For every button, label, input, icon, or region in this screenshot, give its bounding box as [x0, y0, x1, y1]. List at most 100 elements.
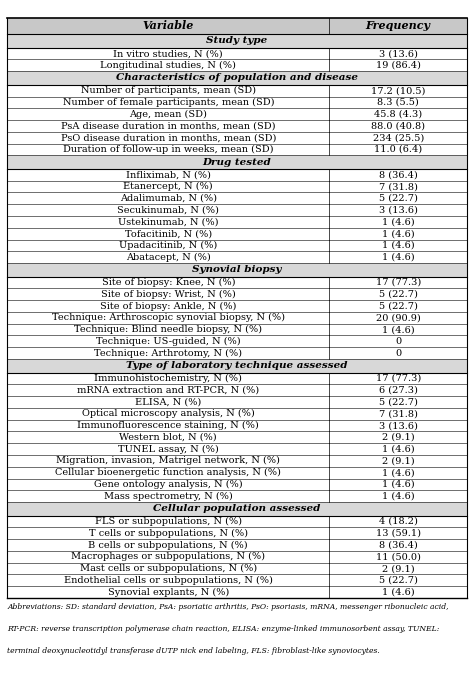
Bar [329, 490, 467, 502]
Text: Technique: Arthrotomy, N (%): Technique: Arthrotomy, N (%) [94, 348, 242, 358]
Bar [329, 372, 467, 384]
Text: 3 (13.6): 3 (13.6) [379, 421, 418, 430]
Text: Upadacitinib, N (%): Upadacitinib, N (%) [119, 241, 218, 250]
Text: 1 (4.6): 1 (4.6) [382, 468, 414, 477]
Text: Study type: Study type [206, 37, 268, 45]
Text: Tofacitinib, N (%): Tofacitinib, N (%) [125, 229, 212, 238]
Text: Mast cells or subpopulations, N (%): Mast cells or subpopulations, N (%) [80, 564, 257, 573]
Text: RT-PCR: reverse transcription polymerase chain reaction, ELISA: enzyme-linked im: RT-PCR: reverse transcription polymerase… [7, 625, 439, 633]
Bar [329, 155, 467, 169]
Bar [7, 204, 329, 216]
Bar [329, 323, 467, 336]
Bar [329, 574, 467, 586]
Bar [7, 263, 329, 277]
Bar [7, 479, 329, 490]
Text: 17 (77.3): 17 (77.3) [375, 374, 421, 383]
Text: 5 (22.7): 5 (22.7) [379, 290, 418, 299]
Text: 1 (4.6): 1 (4.6) [382, 445, 414, 454]
Text: FLS or subpopulations, N (%): FLS or subpopulations, N (%) [95, 517, 242, 526]
Text: 6 (27.3): 6 (27.3) [379, 386, 418, 395]
Text: 88.0 (40.8): 88.0 (40.8) [371, 121, 425, 130]
Bar [7, 120, 329, 132]
Bar [7, 169, 329, 180]
Text: Immunofluorescence staining, N (%): Immunofluorescence staining, N (%) [77, 421, 259, 430]
Bar [7, 455, 329, 466]
Text: 13 (59.1): 13 (59.1) [376, 529, 420, 538]
Bar [7, 443, 329, 455]
Text: Endothelial cells or subpopulations, N (%): Endothelial cells or subpopulations, N (… [64, 576, 273, 585]
Bar [7, 34, 329, 47]
Text: 1 (4.6): 1 (4.6) [382, 480, 414, 489]
Text: 17.2 (10.5): 17.2 (10.5) [371, 86, 425, 95]
Text: Site of biopsy: Ankle, N (%): Site of biopsy: Ankle, N (%) [100, 302, 237, 311]
Text: 45.8 (4.3): 45.8 (4.3) [374, 110, 422, 119]
Text: Western blot, N (%): Western blot, N (%) [119, 433, 217, 442]
Bar [7, 490, 329, 502]
Bar [7, 71, 329, 85]
Text: 234 (25.5): 234 (25.5) [373, 133, 424, 142]
Text: 8 (36.4): 8 (36.4) [379, 170, 418, 179]
Text: 5 (22.7): 5 (22.7) [379, 302, 418, 311]
Text: 19 (86.4): 19 (86.4) [376, 61, 420, 70]
Text: PsA disease duration in months, mean (SD): PsA disease duration in months, mean (SD… [61, 121, 275, 130]
Bar [329, 420, 467, 431]
Text: 5 (22.7): 5 (22.7) [379, 576, 418, 585]
Text: 3 (13.6): 3 (13.6) [379, 49, 418, 58]
Bar [7, 384, 329, 396]
Text: 8 (36.4): 8 (36.4) [379, 540, 418, 550]
Bar [7, 277, 329, 288]
Text: Drug tested: Drug tested [202, 157, 272, 167]
Text: Gene ontology analysis, N (%): Gene ontology analysis, N (%) [94, 480, 243, 489]
Bar [7, 155, 329, 169]
Bar [329, 108, 467, 120]
Bar [7, 563, 329, 574]
Bar [329, 239, 467, 252]
Text: Technique: US-guided, N (%): Technique: US-guided, N (%) [96, 337, 241, 346]
Bar [329, 347, 467, 359]
Text: Secukinumab, N (%): Secukinumab, N (%) [118, 205, 219, 215]
Text: Number of participants, mean (SD): Number of participants, mean (SD) [81, 86, 256, 95]
Bar [329, 384, 467, 396]
Text: 5 (22.7): 5 (22.7) [379, 194, 418, 203]
Text: Cellular population assessed: Cellular population assessed [153, 504, 321, 513]
Bar [7, 18, 329, 34]
Text: 2 (9.1): 2 (9.1) [382, 456, 414, 465]
Text: 1 (4.6): 1 (4.6) [382, 229, 414, 238]
Bar [329, 193, 467, 204]
Bar [329, 252, 467, 263]
Bar [7, 323, 329, 336]
Text: 11.0 (6.4): 11.0 (6.4) [374, 145, 422, 154]
Bar [329, 277, 467, 288]
Bar [7, 539, 329, 551]
Text: Abatacept, N (%): Abatacept, N (%) [126, 253, 210, 262]
Bar [329, 312, 467, 323]
Bar [329, 443, 467, 455]
Text: TUNEL assay, N (%): TUNEL assay, N (%) [118, 445, 219, 454]
Text: 7 (31.8): 7 (31.8) [379, 182, 418, 191]
Bar [329, 132, 467, 144]
Bar [329, 263, 467, 277]
Text: 4 (18.2): 4 (18.2) [379, 517, 418, 526]
Text: 2 (9.1): 2 (9.1) [382, 433, 414, 442]
Text: 20 (90.9): 20 (90.9) [376, 313, 420, 322]
Text: Synovial biopsy: Synovial biopsy [192, 265, 282, 275]
Bar [329, 96, 467, 108]
Bar [7, 515, 329, 527]
Bar [329, 515, 467, 527]
Text: Etanercept, N (%): Etanercept, N (%) [123, 182, 213, 191]
Bar [7, 144, 329, 155]
Bar [329, 71, 467, 85]
Text: Synovial explants, N (%): Synovial explants, N (%) [108, 588, 229, 597]
Text: Age, mean (SD): Age, mean (SD) [129, 110, 207, 119]
Bar [7, 336, 329, 347]
Text: Variable: Variable [143, 20, 194, 31]
Bar [329, 216, 467, 228]
Bar [329, 47, 467, 60]
Text: In vitro studies, N (%): In vitro studies, N (%) [113, 49, 223, 58]
Text: Mass spectrometry, N (%): Mass spectrometry, N (%) [104, 492, 233, 501]
Bar [329, 466, 467, 479]
Bar [7, 300, 329, 312]
Bar [7, 527, 329, 539]
Bar [329, 120, 467, 132]
Text: 3 (13.6): 3 (13.6) [379, 205, 418, 215]
